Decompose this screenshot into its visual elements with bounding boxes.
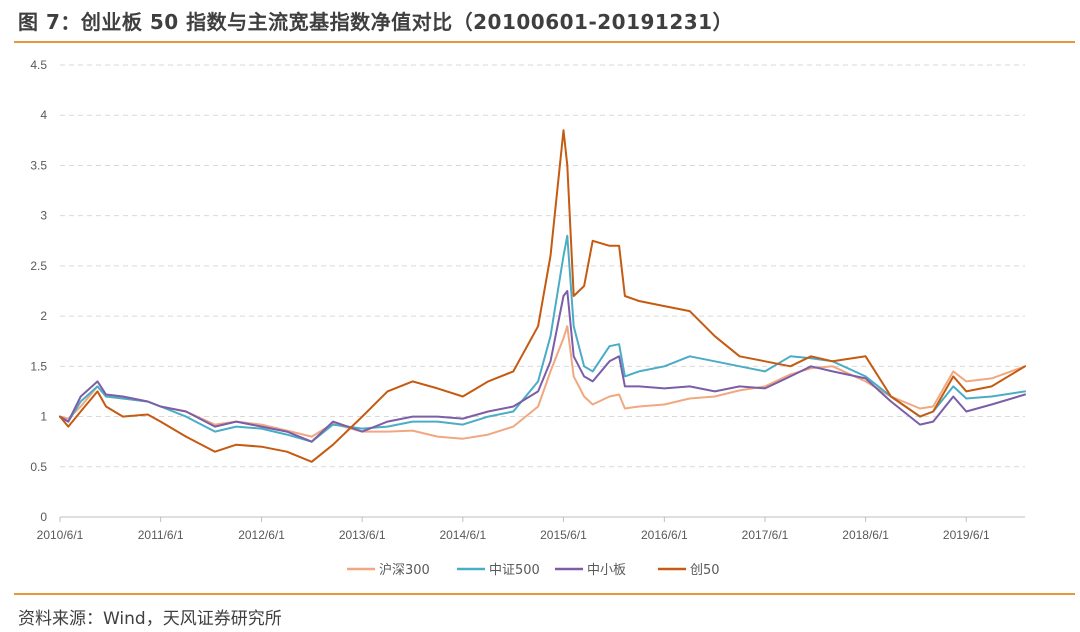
x-tick-label: 2011/6/1 xyxy=(138,528,184,542)
legend-label-0: 沪深300 xyxy=(379,562,430,578)
x-tick-label: 2015/6/1 xyxy=(540,528,587,542)
series-line-3 xyxy=(59,129,1026,463)
x-tick-label: 2010/6/1 xyxy=(37,528,84,542)
chart-title: 图 7：创业板 50 指数与主流宽基指数净值对比（20100601-201912… xyxy=(18,10,734,34)
y-tick-label: 3 xyxy=(40,209,47,223)
y-axis: 0 0.5 1 1.5 2 2.5 3 3.5 4 4.5 xyxy=(30,58,47,524)
x-tick-label: 2012/6/1 xyxy=(238,528,285,542)
x-axis: 2010/6/1 2011/6/1 2012/6/1 2013/6/1 2014/6/1… xyxy=(37,516,1025,542)
title-divider xyxy=(14,41,1075,43)
y-tick-label: 2 xyxy=(40,309,47,323)
y-tick-label: 0 xyxy=(40,510,47,524)
line-chart: 00.511.522.533.544.5 2010/6/1 2011/6/1 201… xyxy=(30,58,1026,578)
legend: 沪深300 中证500 中小板 创50 xyxy=(347,562,720,578)
y-tick-label: 3.5 xyxy=(30,158,47,172)
y-tick-label: 2.5 xyxy=(30,259,47,273)
y-tick-label: 1 xyxy=(40,410,47,424)
footer-divider xyxy=(14,593,1075,595)
legend-label-2: 中小板 xyxy=(587,563,626,578)
series-lines xyxy=(59,129,1026,463)
x-tick-label: 2019/6/1 xyxy=(943,528,990,542)
series-line-1 xyxy=(59,234,1026,443)
series-line-2 xyxy=(59,290,1026,443)
y-tick-label: 0.5 xyxy=(30,460,47,474)
y-tick-label: 1.5 xyxy=(30,359,47,373)
x-tick-label: 2013/6/1 xyxy=(339,528,386,542)
x-tick-label: 2014/6/1 xyxy=(439,528,486,542)
legend-label-1: 中证500 xyxy=(489,563,540,578)
grid-lines xyxy=(60,64,1025,468)
y-tick-label: 4.5 xyxy=(30,58,47,72)
x-tick-label: 2017/6/1 xyxy=(742,528,789,542)
y-tick-label: 4 xyxy=(40,108,47,122)
source-note: 资料来源：Wind，天风证券研究所 xyxy=(18,609,282,629)
x-tick-label: 2018/6/1 xyxy=(842,528,889,542)
x-tick-label: 2016/6/1 xyxy=(641,528,688,542)
legend-label-3: 创50 xyxy=(690,563,720,578)
